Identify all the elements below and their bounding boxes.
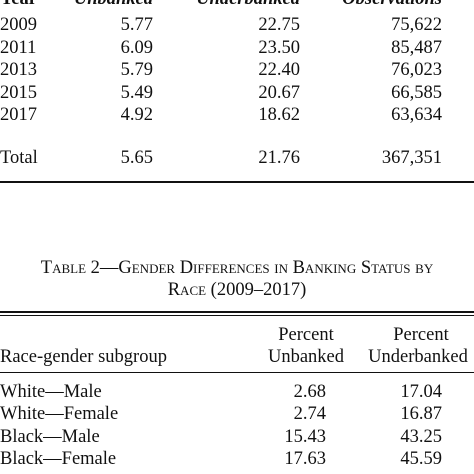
column-header: Year [0, 0, 37, 10]
column-header: Percent [393, 325, 449, 345]
cell: 22.40 [258, 60, 300, 80]
cell: 2.74 [293, 404, 326, 424]
column-header: Unbanked [3, 0, 153, 10]
cell: 5.65 [120, 148, 153, 168]
column-header: Underbanked [150, 0, 300, 10]
column-header: Percent [278, 325, 334, 345]
row-label: White—Female [0, 404, 119, 424]
column-header: Underbanked [368, 347, 468, 367]
row-label: Black—Male [0, 427, 100, 447]
rule [0, 372, 474, 373]
rule [0, 181, 474, 183]
cell: 17.63 [284, 449, 326, 469]
row-label: 2015 [0, 83, 37, 103]
cell: 43.25 [400, 427, 442, 447]
cell: 4.92 [120, 105, 153, 125]
cell: 20.67 [258, 83, 300, 103]
column-header: Observations [292, 0, 442, 10]
cell: 66,585 [391, 83, 442, 103]
row-label: 2017 [0, 105, 37, 125]
row-label: White—Male [0, 382, 102, 402]
cell: 17.04 [400, 382, 442, 402]
cell: 22.75 [258, 15, 300, 35]
rule [0, 311, 474, 313]
cell: 2.68 [293, 382, 326, 402]
cell: 5.77 [120, 15, 153, 35]
row-label: 2013 [0, 60, 37, 80]
cell: 63,634 [391, 105, 442, 125]
cell: 85,487 [391, 38, 442, 58]
cell: 45.59 [400, 449, 442, 469]
row-label: 2009 [0, 15, 37, 35]
cell: 23.50 [258, 38, 300, 58]
column-header: Unbanked [267, 347, 345, 367]
row-label: Black—Female [0, 449, 117, 469]
table-title: Table 2—Gender Differences in Banking St… [40, 258, 434, 278]
cell: 76,023 [391, 60, 442, 80]
cell: 18.62 [258, 105, 300, 125]
cell: 75,622 [391, 15, 442, 35]
rule [0, 315, 474, 316]
cell: 5.79 [120, 60, 153, 80]
cell: 15.43 [284, 427, 326, 447]
row-label: 2011 [0, 38, 37, 58]
cell: 367,351 [381, 148, 442, 168]
table-title: Race (2009–2017) [167, 280, 307, 300]
cell: 5.49 [120, 83, 153, 103]
cell: 21.76 [258, 148, 300, 168]
row-label: Total [0, 148, 38, 168]
cell: 16.87 [400, 404, 442, 424]
cell: 6.09 [120, 38, 153, 58]
column-header: Race-gender subgroup [0, 347, 167, 367]
